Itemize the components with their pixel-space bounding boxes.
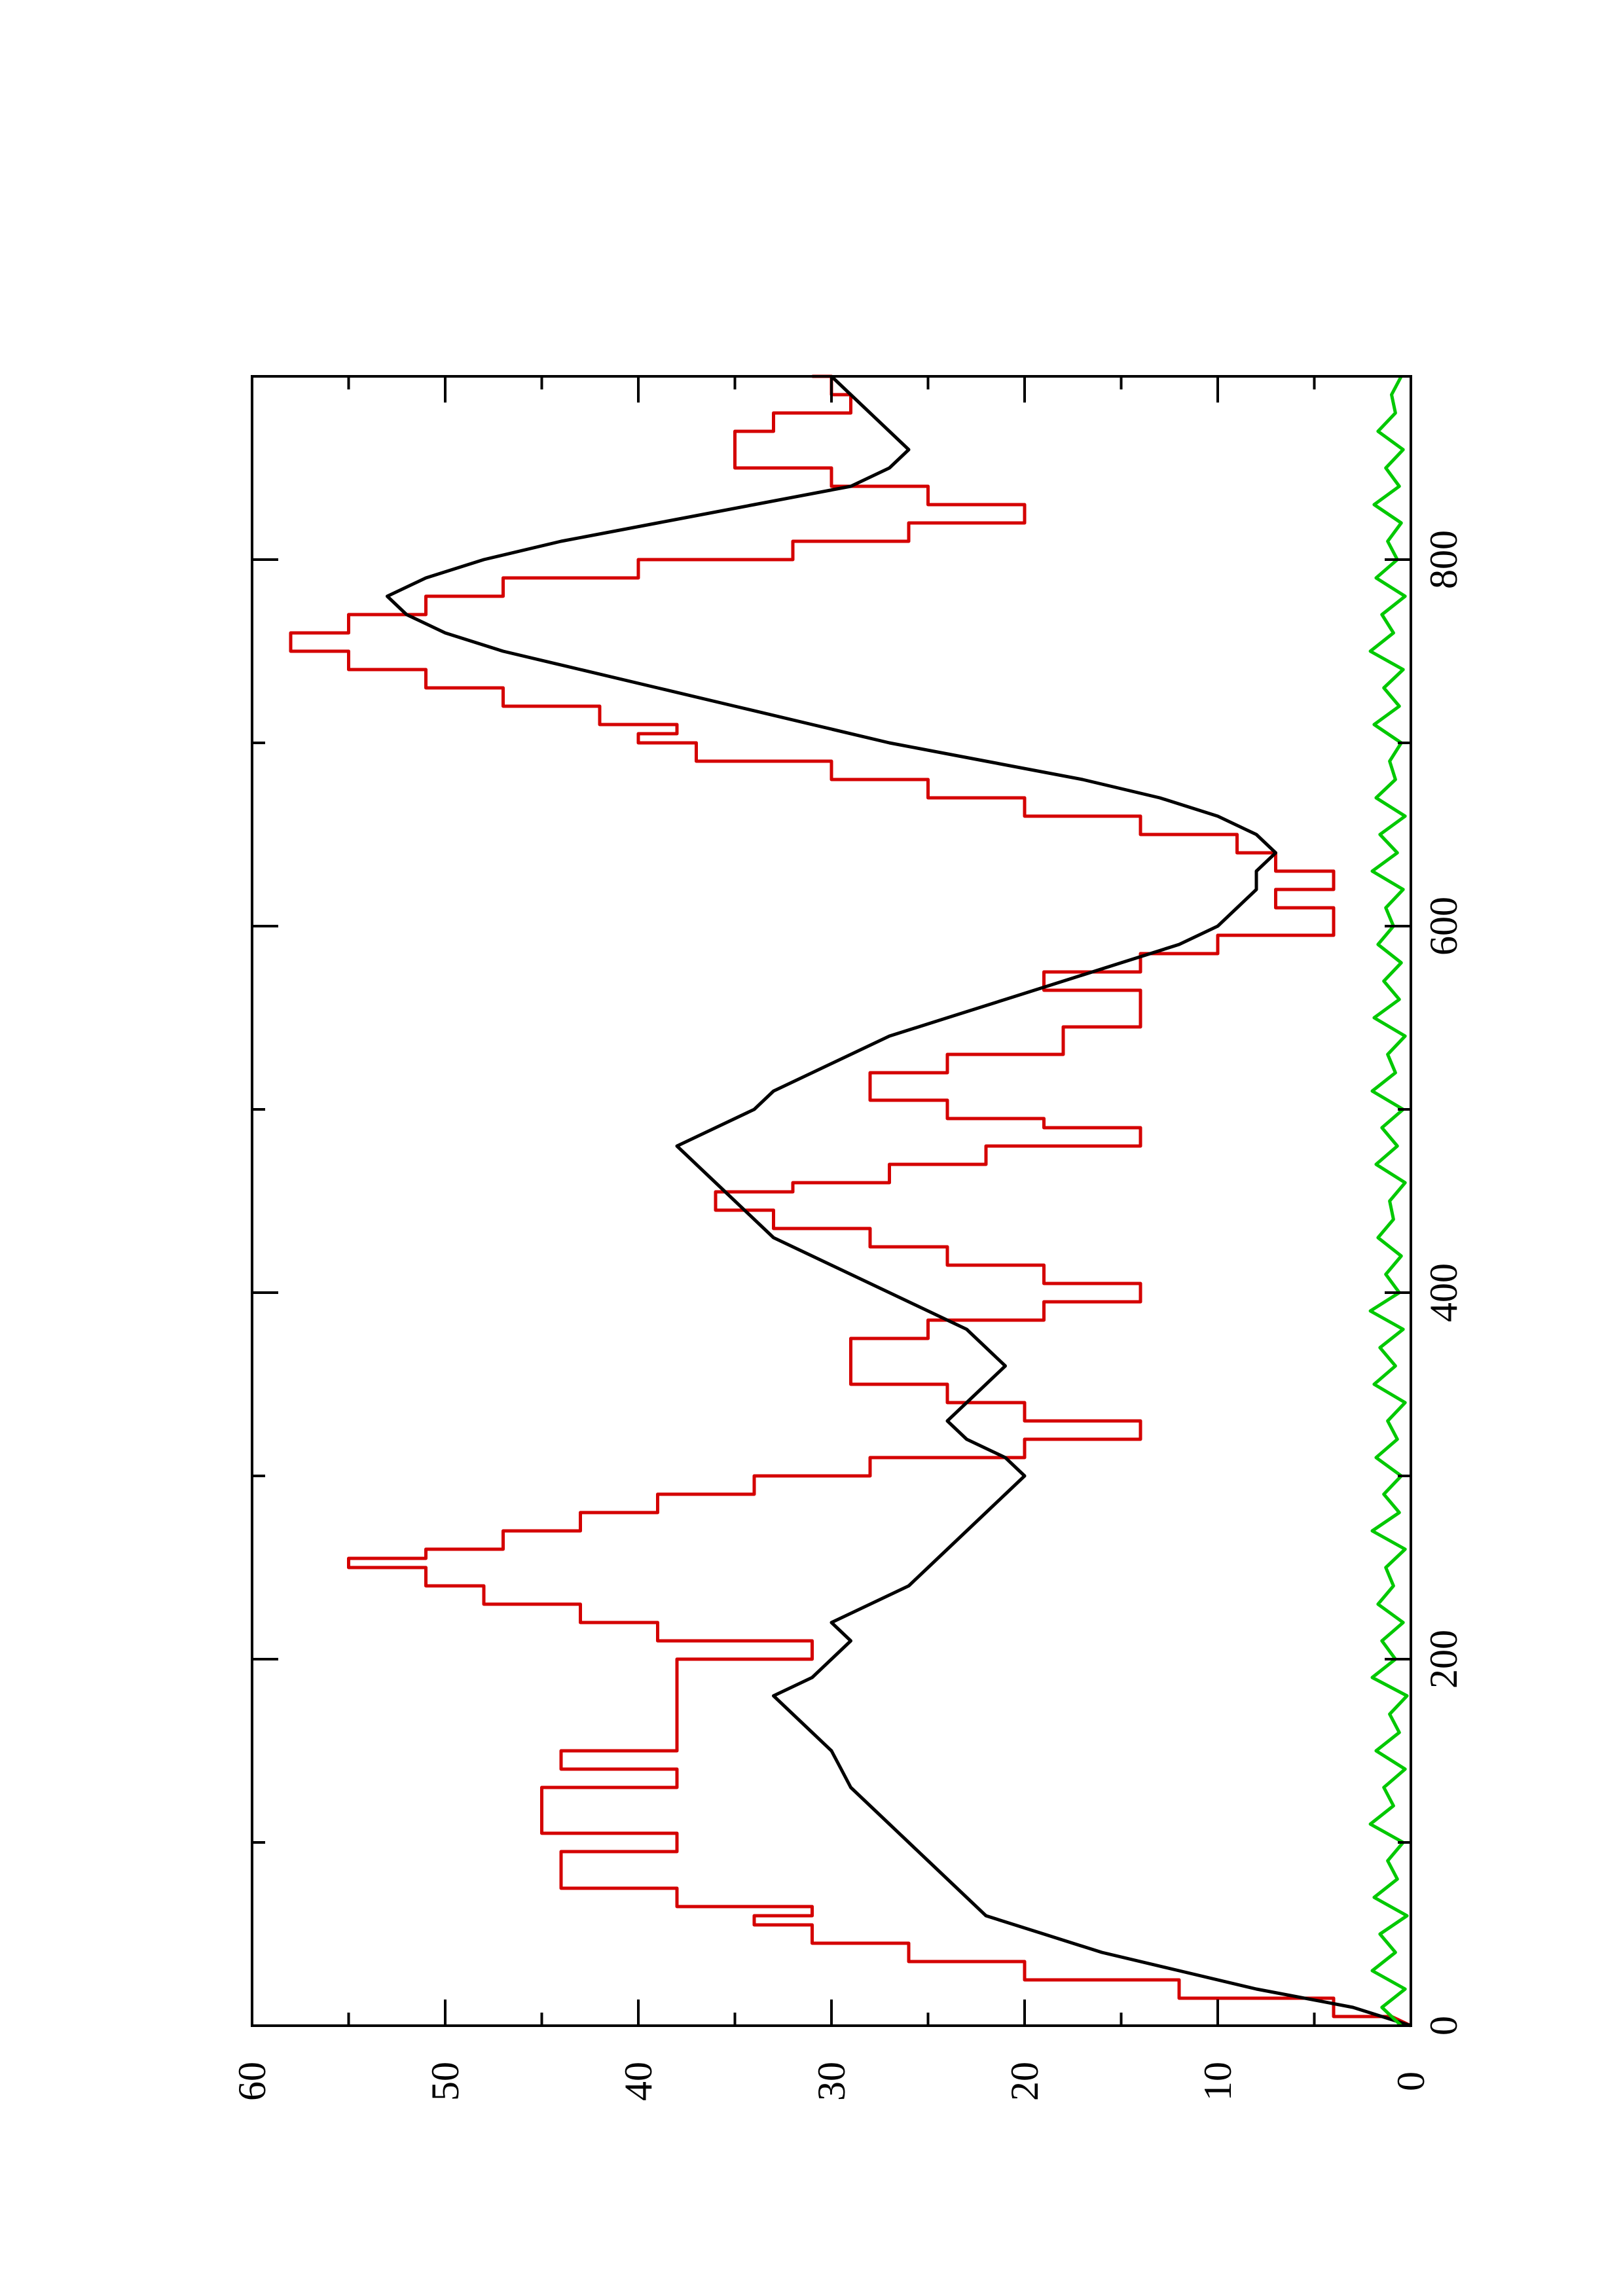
plot-frame [251, 375, 1412, 2027]
y-tick-label: 30 [810, 2062, 853, 2101]
y-tick-label: 10 [1196, 2062, 1239, 2101]
y-tick-label: 60 [230, 2062, 274, 2101]
x-tick-label: 600 [1422, 897, 1465, 956]
y-tick-label: 0 [1389, 2072, 1432, 2091]
x-tick-label: 400 [1422, 1263, 1465, 1322]
y-tick-label: 20 [1003, 2062, 1046, 2101]
ticks-layer [251, 375, 1412, 2027]
x-tick-label: 800 [1422, 530, 1465, 589]
series-line-3 [1368, 375, 1409, 2027]
tick-labels: 0 200 400 600 800 0 10 20 30 40 50 60 [230, 530, 1465, 2101]
x-tick-label: 200 [1422, 1630, 1465, 1689]
series-layer [289, 374, 1412, 2028]
y-tick-label: 50 [424, 2062, 467, 2101]
series-line-2 [386, 375, 1412, 2028]
y-tick-label: 40 [617, 2062, 660, 2101]
series-line-1 [289, 374, 1412, 2028]
x-tick-label: 0 [1422, 2016, 1465, 2036]
